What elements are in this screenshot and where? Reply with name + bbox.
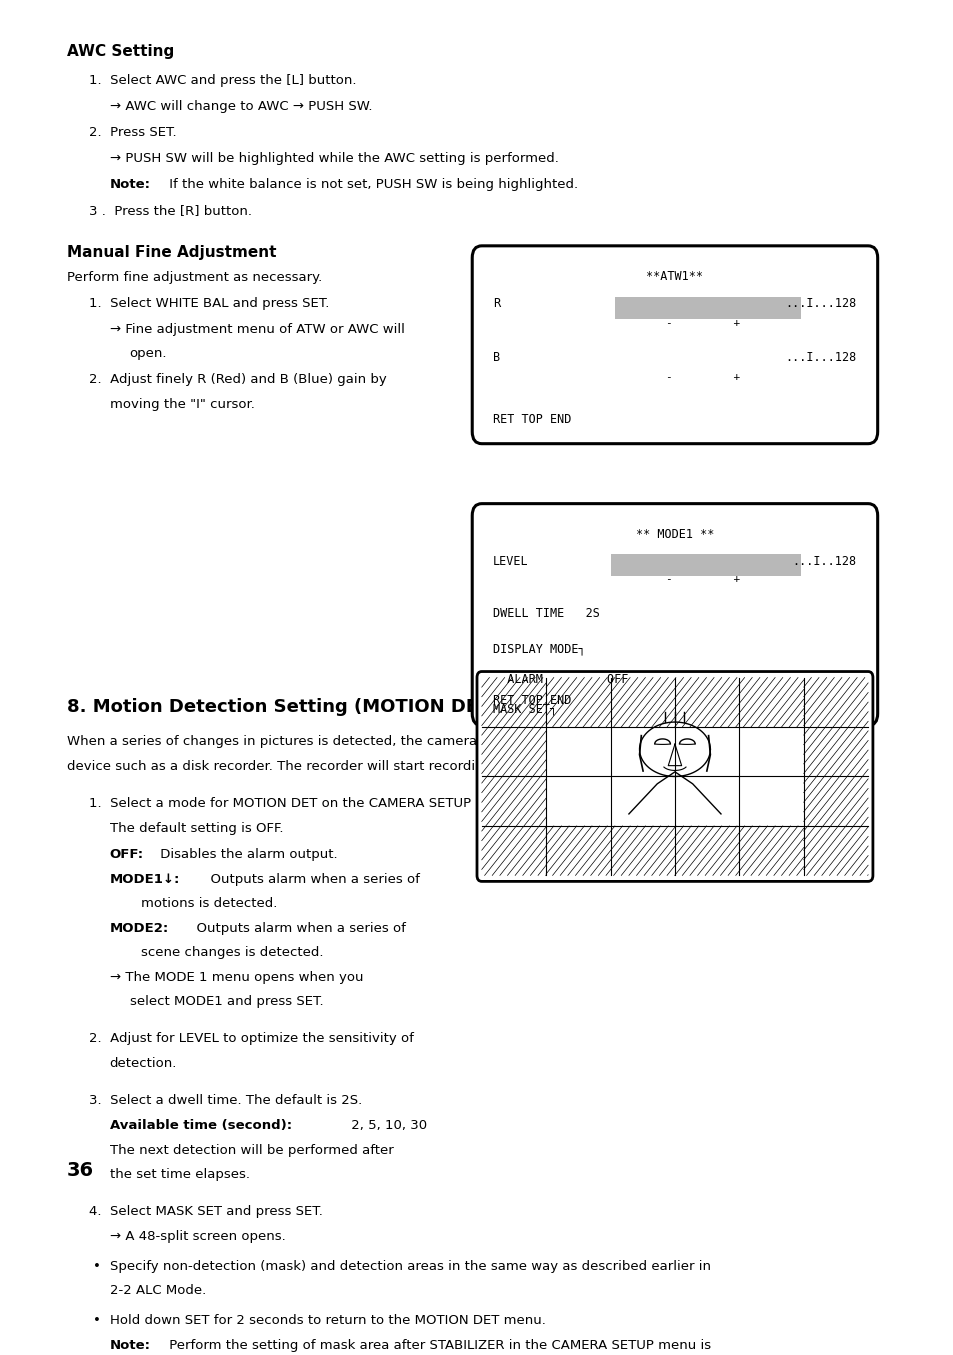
Text: -         +: - +: [666, 575, 740, 584]
Text: RET TOP END: RET TOP END: [493, 412, 571, 425]
Text: 8. Motion Detection Setting (MOTION DET): 8. Motion Detection Setting (MOTION DET): [67, 698, 498, 715]
Text: MODE2:: MODE2:: [110, 921, 169, 935]
Text: detection.: detection.: [110, 1057, 177, 1069]
Text: Note:: Note:: [110, 1339, 151, 1352]
Text: 3 .  Press the [R] button.: 3 . Press the [R] button.: [89, 205, 252, 217]
Text: → A 48-split screen opens.: → A 48-split screen opens.: [110, 1230, 285, 1244]
Text: 3.  Select a dwell time. The default is 2S.: 3. Select a dwell time. The default is 2…: [89, 1093, 361, 1107]
Text: -         +: - +: [666, 318, 740, 328]
Text: Perform the setting of mask area after STABILIZER in the CAMERA SETUP menu is: Perform the setting of mask area after S…: [164, 1339, 710, 1352]
Text: moving the "I" cursor.: moving the "I" cursor.: [110, 397, 254, 411]
Text: 2.  Press SET.: 2. Press SET.: [89, 126, 176, 140]
Text: → The MODE 1 menu opens when you: → The MODE 1 menu opens when you: [110, 972, 363, 984]
Text: device such as a disk recorder. The recorder will start recording the pictures.: device such as a disk recorder. The reco…: [67, 760, 579, 774]
Text: OFF:: OFF:: [110, 847, 144, 860]
Text: If the white balance is not set, PUSH SW is being highlighted.: If the white balance is not set, PUSH SW…: [164, 179, 577, 191]
Text: **ATW1**: **ATW1**: [646, 270, 702, 283]
Text: → AWC will change to AWC → PUSH SW.: → AWC will change to AWC → PUSH SW.: [110, 100, 372, 112]
Text: Perform fine adjustment as necessary.: Perform fine adjustment as necessary.: [67, 271, 322, 285]
Text: Disables the alarm output.: Disables the alarm output.: [155, 847, 337, 860]
Text: ...I...128: ...I...128: [784, 351, 856, 364]
Text: R: R: [493, 297, 499, 310]
Bar: [610, 554, 801, 576]
Text: 2, 5, 10, 30: 2, 5, 10, 30: [346, 1119, 426, 1131]
Text: AWC Setting: AWC Setting: [67, 45, 173, 60]
Text: 36: 36: [67, 1161, 93, 1180]
FancyBboxPatch shape: [472, 245, 877, 443]
Text: Hold down SET for 2 seconds to return to the MOTION DET menu.: Hold down SET for 2 seconds to return to…: [110, 1314, 545, 1327]
Text: select MODE1 and press SET.: select MODE1 and press SET.: [130, 996, 323, 1008]
Text: MODE1↓:: MODE1↓:: [110, 873, 180, 886]
Text: 1.  Select a mode for MOTION DET on the CAMERA SETUP menu.: 1. Select a mode for MOTION DET on the C…: [89, 797, 517, 810]
Text: 4.  Select MASK SET and press SET.: 4. Select MASK SET and press SET.: [89, 1206, 322, 1218]
Text: motions is detected.: motions is detected.: [141, 897, 277, 909]
Text: •: •: [93, 1260, 101, 1274]
Text: Available time (second):: Available time (second):: [110, 1119, 292, 1131]
Text: When a series of changes in pictures is detected, the camera outputs an alarm to: When a series of changes in pictures is …: [67, 736, 698, 748]
Text: ** MODE1 **: ** MODE1 **: [635, 527, 714, 541]
Text: DISPLAY MODE┐: DISPLAY MODE┐: [493, 642, 585, 656]
Text: ...I...128: ...I...128: [784, 297, 856, 310]
Text: Manual Fine Adjustment: Manual Fine Adjustment: [67, 245, 276, 260]
Text: RET TOP END: RET TOP END: [493, 694, 571, 707]
Text: 1.  Select AWC and press the [L] button.: 1. Select AWC and press the [L] button.: [89, 75, 355, 87]
Text: The next detection will be performed after: The next detection will be performed aft…: [110, 1144, 393, 1157]
Text: the set time elapses.: the set time elapses.: [110, 1168, 250, 1182]
Text: → PUSH SW will be highlighted while the AWC setting is performed.: → PUSH SW will be highlighted while the …: [110, 152, 558, 165]
Text: DWELL TIME   2S: DWELL TIME 2S: [493, 607, 599, 619]
FancyBboxPatch shape: [472, 504, 877, 725]
Text: ...I..128: ...I..128: [792, 556, 856, 568]
Text: •: •: [93, 1314, 101, 1327]
Text: Note:: Note:: [110, 179, 151, 191]
Text: Outputs alarm when a series of: Outputs alarm when a series of: [188, 921, 406, 935]
Text: Outputs alarm when a series of: Outputs alarm when a series of: [202, 873, 420, 886]
Text: LEVEL: LEVEL: [493, 556, 528, 568]
Text: → Fine adjustment menu of ATW or AWC will: → Fine adjustment menu of ATW or AWC wil…: [110, 324, 404, 336]
Text: The default setting is OFF.: The default setting is OFF.: [110, 822, 283, 836]
Text: open.: open.: [130, 347, 167, 360]
Bar: [615, 297, 801, 318]
Text: scene changes is detected.: scene changes is detected.: [141, 946, 323, 959]
Text: B: B: [493, 351, 499, 364]
Text: -         +: - +: [666, 371, 740, 382]
Text: Specify non-detection (mask) and detection areas in the same way as described ea: Specify non-detection (mask) and detecti…: [110, 1260, 710, 1274]
Text: MASK SET┐: MASK SET┐: [493, 703, 557, 715]
Text: ALARM         OFF: ALARM OFF: [493, 672, 628, 686]
Text: 2.  Adjust finely R (Red) and B (Blue) gain by: 2. Adjust finely R (Red) and B (Blue) ga…: [89, 374, 386, 386]
Text: 2.  Adjust for LEVEL to optimize the sensitivity of: 2. Adjust for LEVEL to optimize the sens…: [89, 1033, 414, 1046]
Text: 2-2 ALC Mode.: 2-2 ALC Mode.: [110, 1285, 206, 1297]
Text: 1.  Select WHITE BAL and press SET.: 1. Select WHITE BAL and press SET.: [89, 297, 329, 310]
FancyBboxPatch shape: [476, 672, 872, 881]
